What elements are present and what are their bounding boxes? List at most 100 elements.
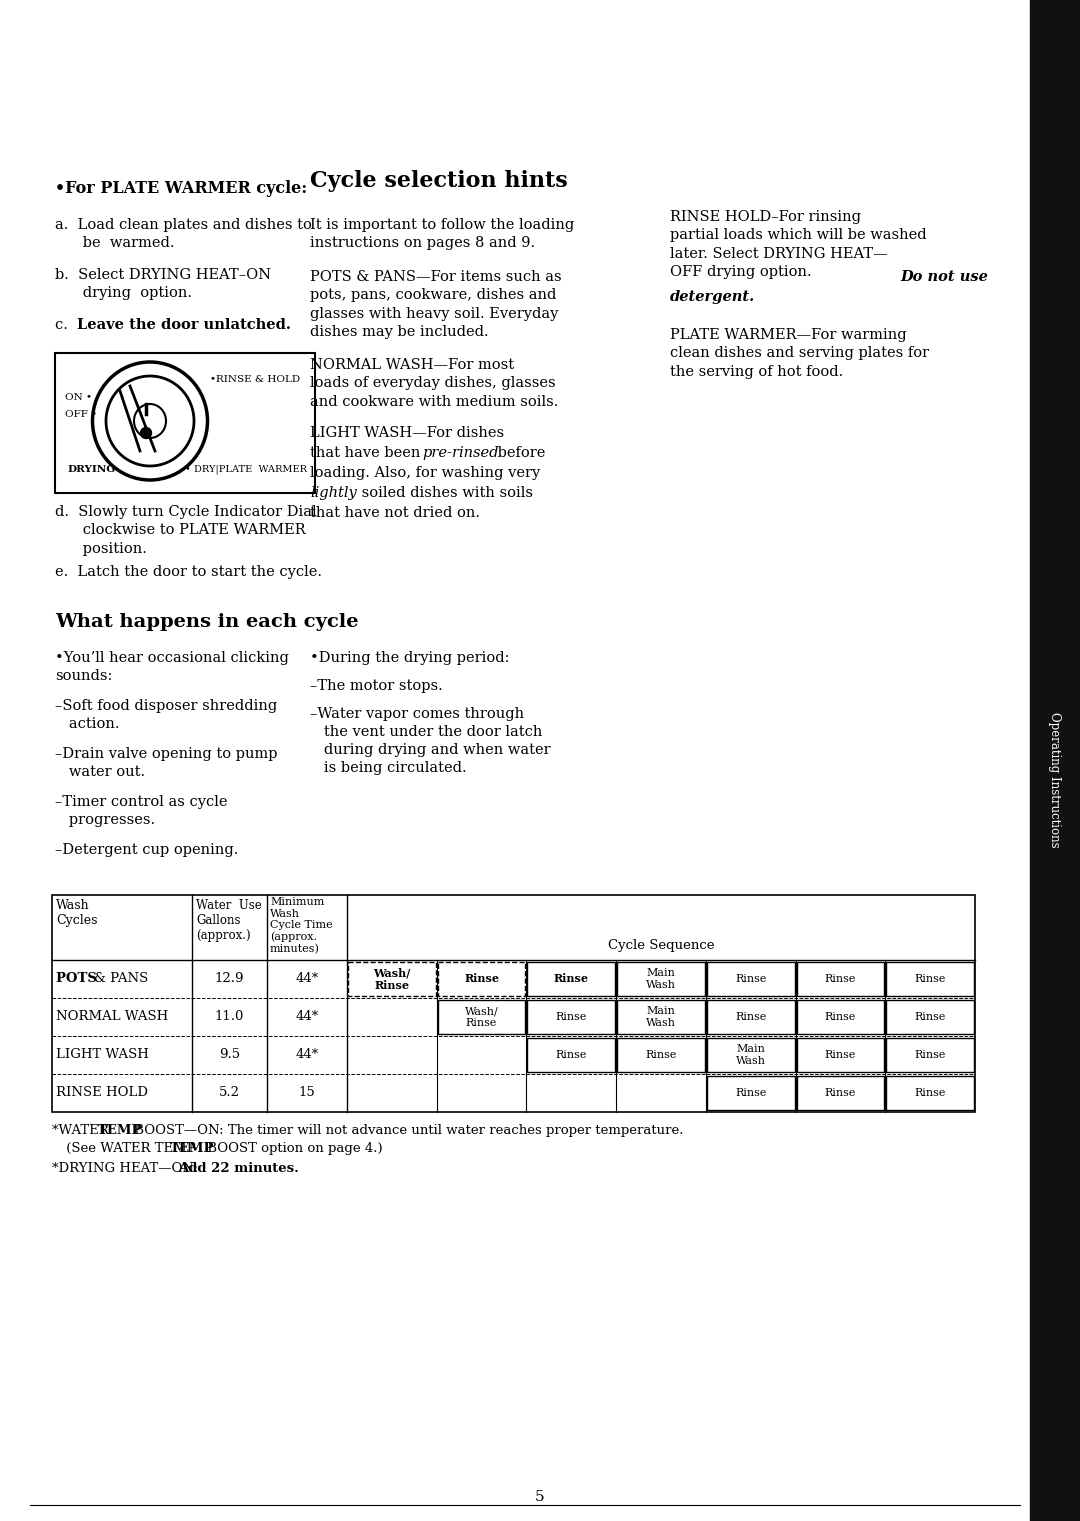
Text: Main
Wash: Main Wash (735, 1045, 766, 1066)
Text: 15: 15 (299, 1086, 315, 1100)
Text: TEMP: TEMP (98, 1124, 143, 1138)
FancyBboxPatch shape (348, 961, 435, 996)
FancyBboxPatch shape (887, 1037, 974, 1072)
FancyBboxPatch shape (797, 961, 885, 996)
FancyBboxPatch shape (887, 1075, 974, 1110)
Text: c.: c. (55, 318, 77, 332)
Text: Rinse: Rinse (464, 973, 499, 984)
Text: NORMAL WASH—For most
loads of everyday dishes, glasses
and cookware with medium : NORMAL WASH—For most loads of everyday d… (310, 357, 558, 409)
Text: •For PLATE WARMER cycle:: •For PLATE WARMER cycle: (55, 179, 307, 198)
Circle shape (140, 427, 151, 438)
Text: Rinse: Rinse (735, 1011, 767, 1022)
Text: 44*: 44* (295, 1048, 319, 1062)
Text: 44*: 44* (295, 1010, 319, 1024)
Text: Rinse: Rinse (555, 1049, 586, 1060)
Text: –Soft food disposer shredding
   action.: –Soft food disposer shredding action. (55, 700, 278, 732)
Text: NORMAL WASH: NORMAL WASH (56, 1010, 168, 1024)
FancyBboxPatch shape (617, 961, 705, 996)
Text: BOOST option on page 4.): BOOST option on page 4.) (203, 1142, 382, 1154)
FancyBboxPatch shape (527, 1037, 616, 1072)
Text: 9.5: 9.5 (219, 1048, 240, 1062)
Ellipse shape (106, 376, 194, 465)
Bar (52, 894, 975, 1112)
Text: TEMP: TEMP (170, 1142, 215, 1154)
FancyBboxPatch shape (887, 999, 974, 1034)
Text: –Timer control as cycle
   progresses.: –Timer control as cycle progresses. (55, 795, 228, 827)
Bar (55, 353, 315, 493)
Text: d.  Slowly turn Cycle Indicator Dial
      clockwise to PLATE WARMER
      posit: d. Slowly turn Cycle Indicator Dial cloc… (55, 505, 316, 555)
Text: OFF •: OFF • (65, 411, 97, 418)
Text: soiled dishes with soils: soiled dishes with soils (357, 487, 534, 500)
Text: Wash/
Rinse: Wash/ Rinse (464, 1007, 499, 1028)
FancyBboxPatch shape (797, 999, 885, 1034)
Text: •RINSE & HOLD: •RINSE & HOLD (210, 376, 300, 383)
Text: LIGHT WASH—For dishes: LIGHT WASH—For dishes (310, 426, 504, 440)
Text: Rinse: Rinse (825, 1088, 856, 1098)
Text: 5: 5 (536, 1491, 544, 1504)
Text: pre-rinsed: pre-rinsed (422, 446, 499, 459)
Text: Rinse: Rinse (554, 973, 589, 984)
Text: PLATE WARMER—For warming
clean dishes and serving plates for
the serving of hot : PLATE WARMER—For warming clean dishes an… (670, 329, 929, 379)
FancyBboxPatch shape (706, 1075, 795, 1110)
Text: Leave the door unlatched.: Leave the door unlatched. (77, 318, 291, 332)
FancyBboxPatch shape (797, 1037, 885, 1072)
Text: Rinse: Rinse (555, 1011, 586, 1022)
Text: & PANS: & PANS (94, 972, 148, 986)
Text: (See WATER TEMP: (See WATER TEMP (62, 1142, 200, 1154)
Text: RINSE HOLD–For rinsing
partial loads which will be washed
later. Select DRYING H: RINSE HOLD–For rinsing partial loads whi… (670, 210, 927, 280)
FancyBboxPatch shape (706, 961, 795, 996)
Text: e.  Latch the door to start the cycle.: e. Latch the door to start the cycle. (55, 564, 322, 580)
Text: Rinse: Rinse (915, 973, 946, 984)
Text: Rinse: Rinse (825, 973, 856, 984)
Text: It is important to follow the loading
instructions on pages 8 and 9.: It is important to follow the loading in… (310, 218, 575, 251)
Text: •You’ll hear occasional clicking
sounds:: •You’ll hear occasional clicking sounds: (55, 651, 288, 683)
Text: before: before (492, 446, 545, 459)
Text: Rinse: Rinse (825, 1049, 856, 1060)
Bar (1030, 0, 1080, 1521)
Text: • DRY|PLATE  WARMER: • DRY|PLATE WARMER (185, 465, 307, 475)
Ellipse shape (134, 405, 166, 438)
Text: ON •: ON • (65, 392, 92, 402)
Text: Rinse: Rinse (915, 1049, 946, 1060)
Text: –Detergent cup opening.: –Detergent cup opening. (55, 843, 239, 856)
Text: Do not use: Do not use (900, 271, 988, 284)
Text: 44*: 44* (295, 972, 319, 986)
Text: lightly: lightly (310, 487, 356, 500)
Text: Minimum
Wash
Cycle Time
(approx.
minutes): Minimum Wash Cycle Time (approx. minutes… (270, 897, 333, 955)
Text: –The motor stops.: –The motor stops. (310, 678, 443, 694)
Text: BOOST—ON: The timer will not advance until water reaches proper temperature.: BOOST—ON: The timer will not advance unt… (130, 1124, 684, 1138)
Text: Main
Wash: Main Wash (646, 1007, 676, 1028)
Text: Rinse: Rinse (915, 1011, 946, 1022)
Ellipse shape (93, 362, 207, 481)
Text: Operating Instructions: Operating Instructions (1049, 712, 1062, 847)
Text: POTS: POTS (56, 972, 102, 986)
Text: POTS & PANS—For items such as
pots, pans, cookware, dishes and
glasses with heav: POTS & PANS—For items such as pots, pans… (310, 271, 562, 339)
Text: 12.9: 12.9 (215, 972, 244, 986)
FancyBboxPatch shape (437, 999, 526, 1034)
Text: RINSE HOLD: RINSE HOLD (56, 1086, 148, 1100)
FancyBboxPatch shape (617, 1037, 705, 1072)
Text: –Drain valve opening to pump
   water out.: –Drain valve opening to pump water out. (55, 747, 278, 779)
Text: detergent.: detergent. (670, 291, 755, 304)
Text: •During the drying period:: •During the drying period: (310, 651, 510, 665)
FancyBboxPatch shape (797, 1075, 885, 1110)
Text: Cycle Sequence: Cycle Sequence (608, 938, 714, 952)
Text: Rinse: Rinse (735, 973, 767, 984)
FancyBboxPatch shape (887, 961, 974, 996)
Text: DRYING: DRYING (67, 465, 116, 475)
FancyBboxPatch shape (527, 961, 616, 996)
Text: LIGHT WASH: LIGHT WASH (56, 1048, 149, 1062)
FancyBboxPatch shape (617, 999, 705, 1034)
Text: Rinse: Rinse (825, 1011, 856, 1022)
Text: *DRYING HEAT—ON:: *DRYING HEAT—ON: (52, 1162, 206, 1176)
Text: Wash/
Rinse: Wash/ Rinse (374, 967, 410, 990)
FancyBboxPatch shape (437, 961, 526, 996)
Text: 11.0: 11.0 (215, 1010, 244, 1024)
Text: Rinse: Rinse (646, 1049, 677, 1060)
Text: 5.2: 5.2 (219, 1086, 240, 1100)
FancyBboxPatch shape (706, 999, 795, 1034)
Text: Wash
Cycles: Wash Cycles (56, 899, 97, 926)
Text: *WATER: *WATER (52, 1124, 113, 1138)
Text: that have not dried on.: that have not dried on. (310, 506, 480, 520)
Text: b.  Select DRYING HEAT–ON
      drying  option.: b. Select DRYING HEAT–ON drying option. (55, 268, 271, 301)
